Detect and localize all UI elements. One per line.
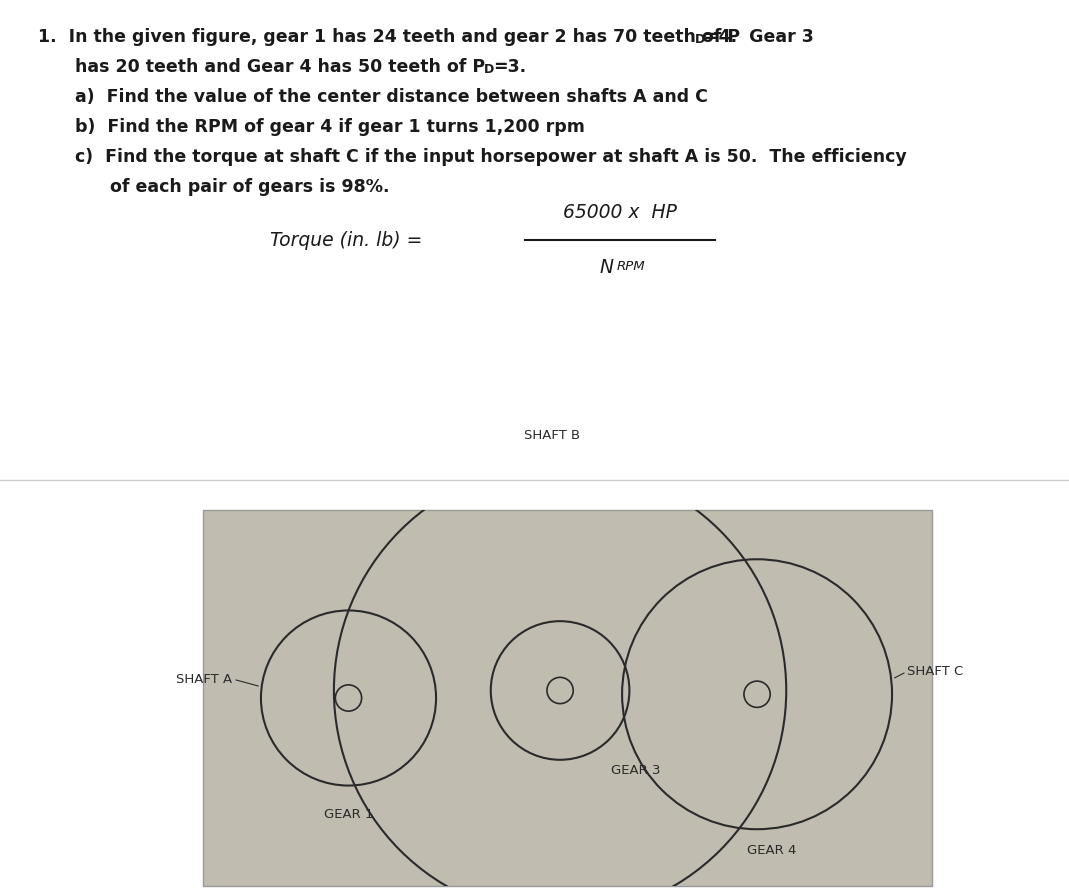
Text: SHAFT A: SHAFT A bbox=[175, 673, 232, 685]
Text: SHAFT C: SHAFT C bbox=[907, 665, 963, 678]
Text: a)  Find the value of the center distance between shafts A and C: a) Find the value of the center distance… bbox=[75, 88, 708, 106]
Text: SHAFT B: SHAFT B bbox=[524, 429, 579, 442]
Text: N: N bbox=[600, 258, 614, 277]
Text: has 20 teeth and Gear 4 has 50 teeth of P: has 20 teeth and Gear 4 has 50 teeth of … bbox=[75, 58, 485, 76]
Text: c)  Find the torque at shaft C if the input horsepower at shaft A is 50.  The ef: c) Find the torque at shaft C if the inp… bbox=[75, 148, 907, 166]
Text: of each pair of gears is 98%.: of each pair of gears is 98%. bbox=[110, 178, 389, 196]
Text: RPM: RPM bbox=[617, 260, 646, 273]
Text: Torque (in. lb) =: Torque (in. lb) = bbox=[270, 230, 422, 249]
Text: 65000 x  HP: 65000 x HP bbox=[563, 203, 677, 222]
Text: GEAR 1: GEAR 1 bbox=[324, 808, 373, 821]
Text: =3.: =3. bbox=[493, 58, 526, 76]
Text: GEAR 3: GEAR 3 bbox=[611, 763, 661, 777]
Bar bbox=[203, 510, 932, 886]
Text: GEAR 4: GEAR 4 bbox=[747, 844, 796, 857]
Text: D: D bbox=[695, 33, 706, 46]
Text: b)  Find the RPM of gear 4 if gear 1 turns 1,200 rpm: b) Find the RPM of gear 4 if gear 1 turn… bbox=[75, 118, 585, 136]
Text: 1.  In the given figure, gear 1 has 24 teeth and gear 2 has 70 teeth of P: 1. In the given figure, gear 1 has 24 te… bbox=[38, 28, 740, 46]
Text: D: D bbox=[484, 63, 494, 76]
Text: =4.  Gear 3: =4. Gear 3 bbox=[704, 28, 814, 46]
